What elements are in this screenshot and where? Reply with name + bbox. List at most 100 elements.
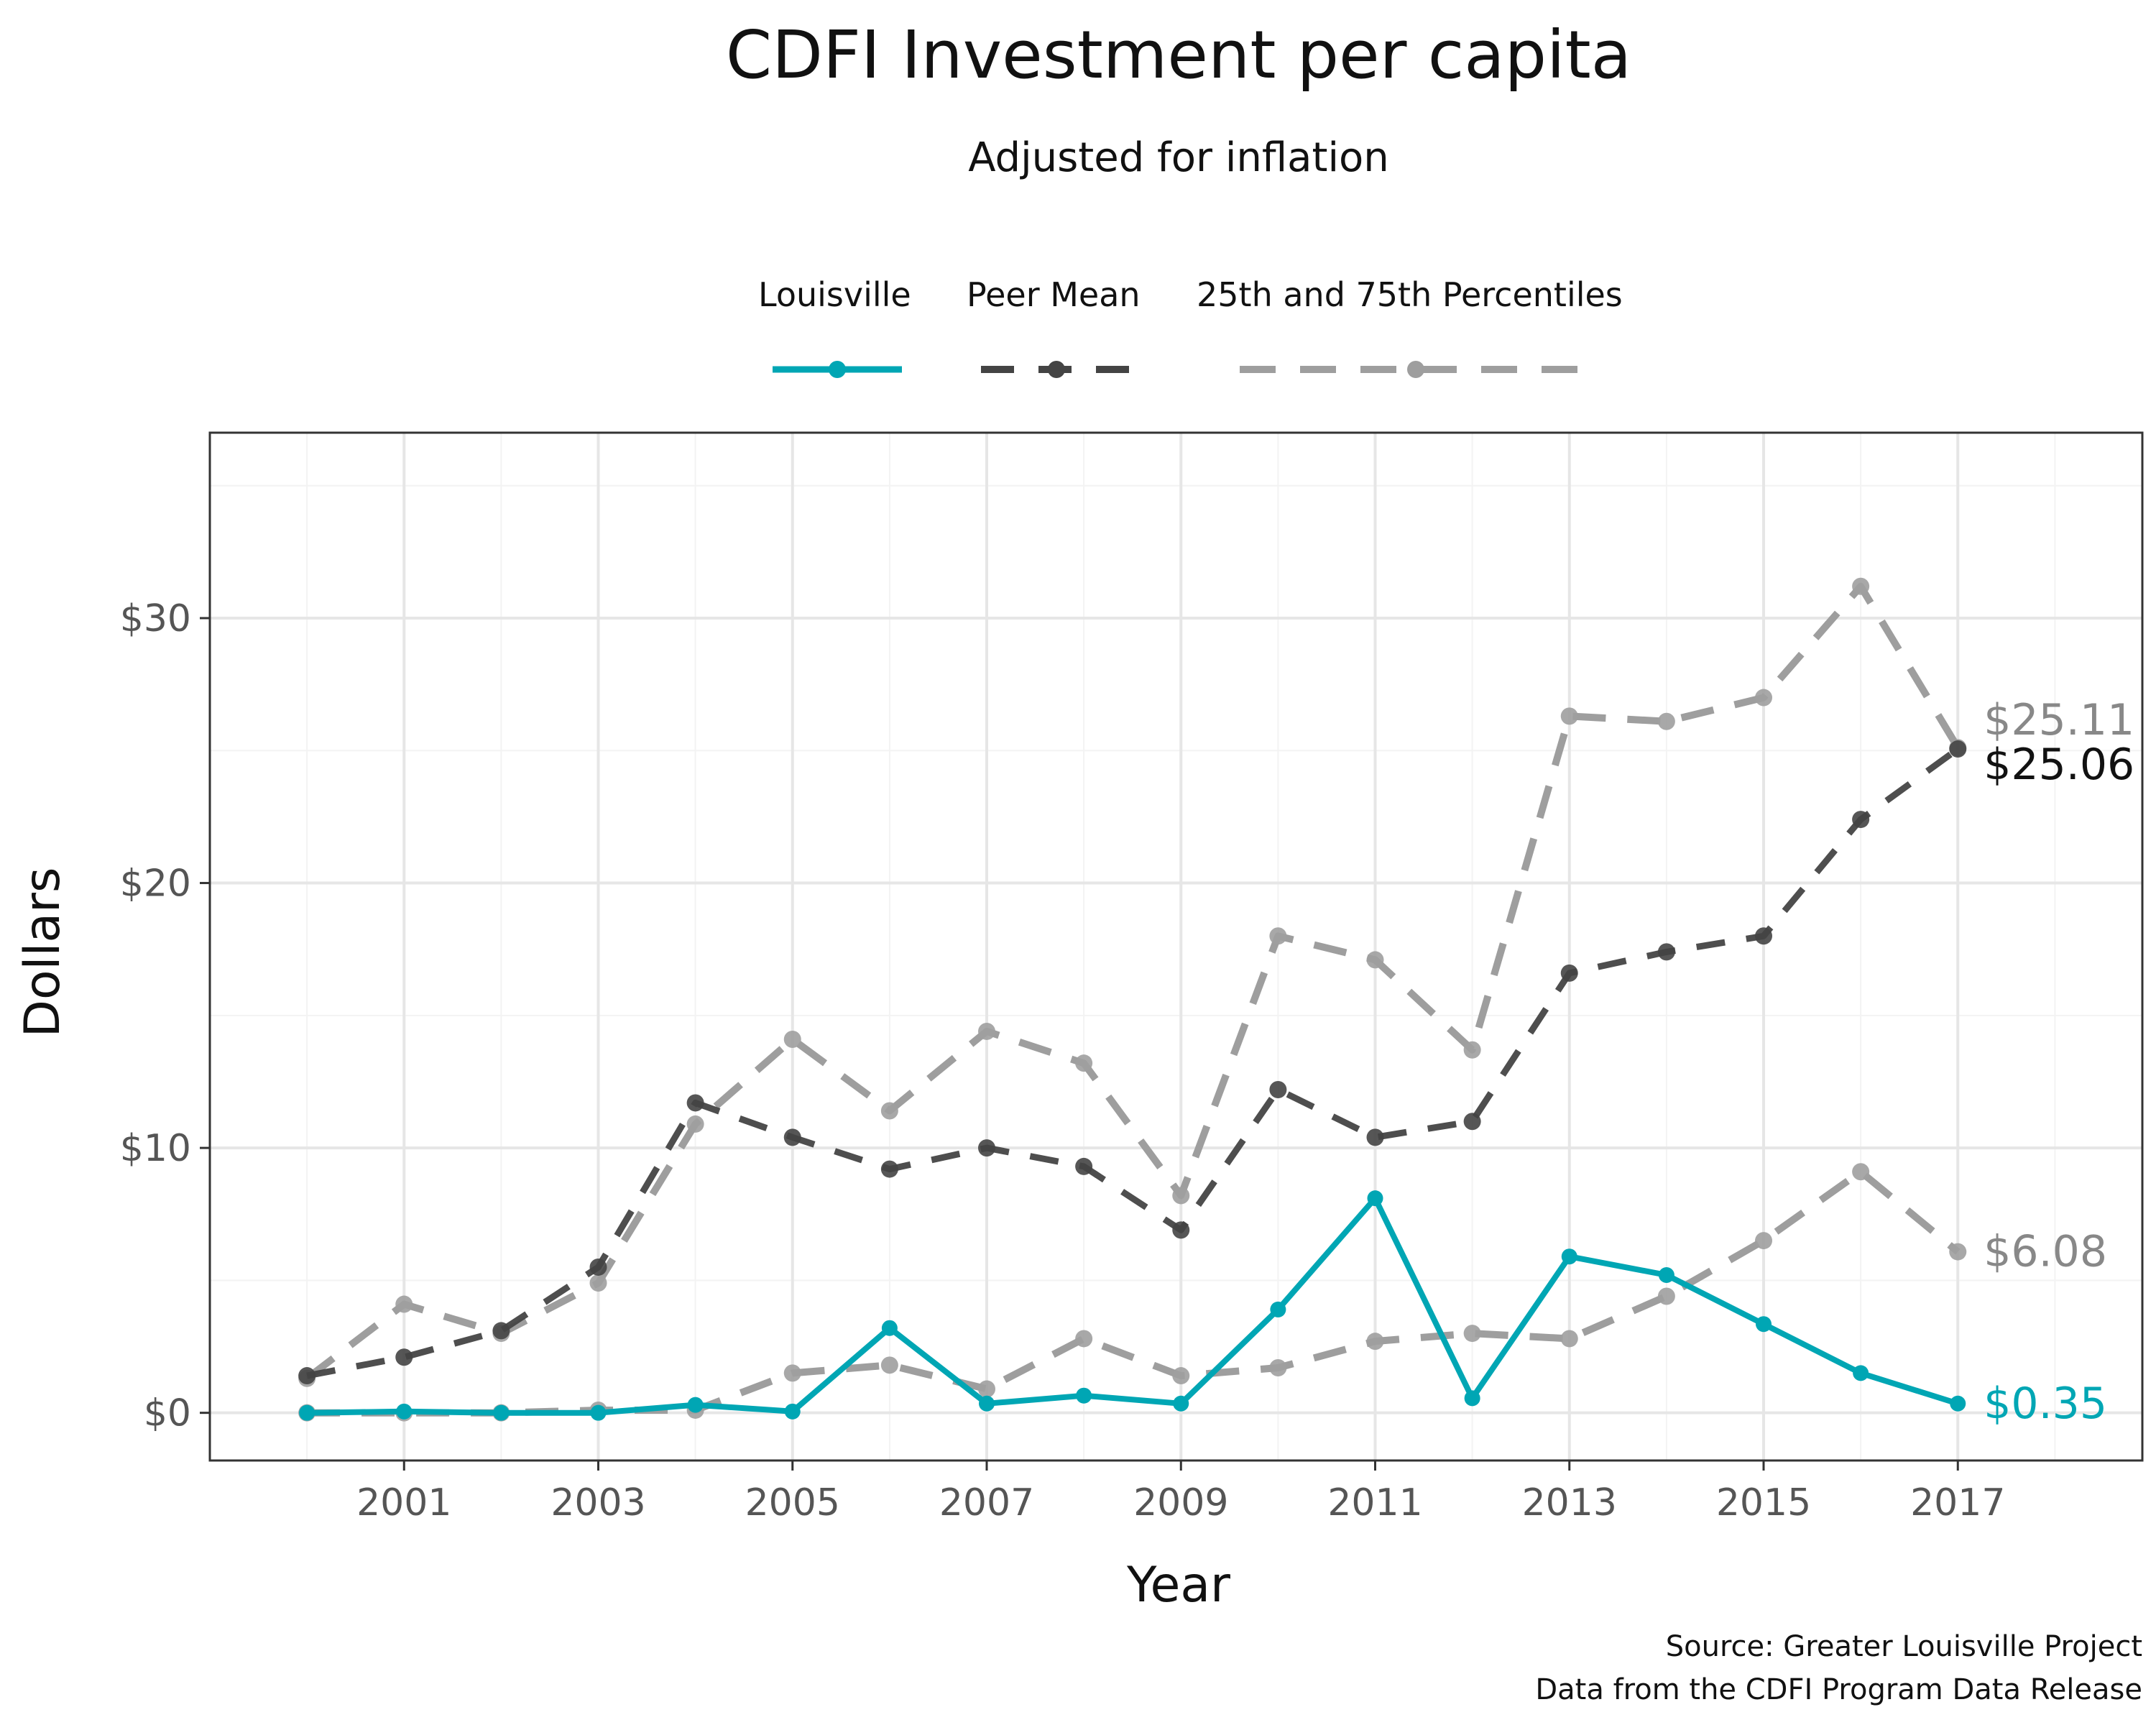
data-point-percentile-75 [1269, 927, 1287, 945]
x-tick-label: 2011 [1327, 1481, 1422, 1524]
data-point-percentile-75 [1366, 951, 1384, 969]
y-tick-label: $10 [120, 1127, 191, 1170]
data-point-main [590, 1404, 607, 1421]
data-point-percentile-25 [1075, 1330, 1093, 1348]
x-tick-label: 2015 [1716, 1481, 1811, 1524]
data-point-main [493, 1404, 510, 1421]
data-point-mean [395, 1348, 413, 1366]
data-point-mean [880, 1160, 898, 1178]
data-point-main [1756, 1316, 1772, 1333]
data-point-main [1367, 1190, 1383, 1207]
data-point-percentile-75 [978, 1022, 996, 1040]
data-point-percentile-75 [1852, 577, 1870, 595]
data-point-percentile-75 [1172, 1187, 1190, 1205]
data-point-percentile-75 [1075, 1054, 1093, 1072]
legend: Louisville Peer Mean 25th and 75th Percent… [758, 275, 1623, 378]
major-grid [210, 433, 2142, 1460]
data-point-main [784, 1403, 801, 1420]
data-point-percentile-25 [1657, 1287, 1675, 1305]
data-point-mean [1560, 964, 1578, 982]
data-point-mean [1172, 1221, 1190, 1239]
series-mean [298, 740, 1967, 1385]
data-point-mean [1949, 740, 1967, 758]
chart-title: CDFI Investment per capita [726, 17, 1631, 93]
end-label-percentile-25: $6.08 [1984, 1227, 2107, 1277]
x-axis-title: Year [1126, 1557, 1230, 1614]
x-tick-label: 2003 [550, 1481, 645, 1524]
data-point-percentile-75 [880, 1102, 898, 1120]
data-point-percentile-75 [1657, 712, 1675, 730]
data-point-main [1561, 1248, 1577, 1265]
data-point-percentile-75 [1560, 707, 1578, 725]
data-point-percentile-25 [1172, 1367, 1190, 1385]
data-point-percentile-75 [783, 1030, 801, 1048]
x-tick-label: 2017 [1910, 1481, 2005, 1524]
data-point-percentile-75 [686, 1115, 704, 1133]
data-point-percentile-25 [1463, 1325, 1481, 1343]
data-point-main [1270, 1301, 1286, 1317]
data-point-mean [978, 1139, 996, 1157]
data-point-main [881, 1320, 898, 1336]
data-point-mean [783, 1128, 801, 1146]
data-point-percentile-25 [978, 1380, 996, 1398]
data-point-main [979, 1395, 995, 1412]
x-tick-label: 2009 [1133, 1481, 1228, 1524]
data-point-mean [1463, 1113, 1481, 1131]
end-label-mean: $25.06 [1984, 740, 2134, 790]
data-point-main [299, 1404, 315, 1421]
series-main [299, 1190, 1966, 1421]
data-point-mean [1657, 943, 1675, 961]
legend-item: 25th and 75th Percentiles [1197, 275, 1623, 378]
data-point-percentile-25 [1755, 1232, 1773, 1250]
legend-item: Peer Mean [967, 275, 1141, 378]
axes: 2001 2003 2005 2007 2009 2011 2013 2015 2017 $0 $1… [120, 597, 2006, 1524]
end-label-percentile-75: $25.11 [1984, 695, 2134, 745]
x-tick-label: 2013 [1522, 1481, 1617, 1524]
data-point-mean [1755, 927, 1773, 945]
data-point-mean [686, 1094, 704, 1112]
data-point-main [1464, 1390, 1480, 1407]
series-line-percentile-75 [305, 582, 1961, 1381]
legend-item: Louisville [758, 275, 911, 378]
caption: Source: Greater Louisville Project Data f… [1535, 1630, 2142, 1706]
data-point-main [687, 1397, 704, 1413]
caption-line: Source: Greater Louisville Project [1666, 1630, 2142, 1663]
data-point-main [396, 1403, 413, 1420]
legend-label: Louisville [758, 275, 911, 314]
data-point-main [1950, 1395, 1966, 1412]
data-point-percentile-25 [1560, 1330, 1578, 1348]
data-point-percentile-75 [395, 1295, 413, 1313]
data-point-percentile-75 [589, 1274, 607, 1292]
plot-border [208, 431, 2144, 1462]
series-line-mean [306, 746, 1960, 1379]
data-point-main [1658, 1267, 1674, 1284]
data-point-percentile-25 [1949, 1243, 1967, 1261]
x-tick-label: 2005 [745, 1481, 840, 1524]
x-tick-label: 2007 [939, 1481, 1034, 1524]
data-point-percentile-25 [1852, 1163, 1870, 1181]
plot-background [210, 433, 2142, 1460]
data-point-percentile-75 [1463, 1041, 1481, 1059]
data-point-mean [298, 1367, 316, 1385]
data-point-mean [1852, 811, 1870, 829]
series-line-main [307, 1195, 1959, 1416]
chart-subtitle: Adjusted for inflation [968, 134, 1389, 181]
data-point-mean [589, 1258, 607, 1276]
data-point-main [1853, 1365, 1869, 1381]
data-point-mean [1075, 1157, 1093, 1175]
end-label-main: $0.35 [1984, 1379, 2107, 1429]
legend-key-point [1407, 361, 1424, 378]
y-tick-label: $0 [144, 1392, 191, 1435]
data-point-percentile-25 [783, 1364, 801, 1382]
data-point-main [1173, 1395, 1189, 1412]
data-point-main [1076, 1387, 1092, 1404]
y-tick-label: $30 [120, 597, 191, 640]
y-axis-title: Dollars [14, 868, 71, 1038]
data-point-percentile-25 [880, 1356, 898, 1374]
caption-line: Data from the CDFI Program Data Release [1535, 1673, 2142, 1706]
x-tick-label: 2001 [356, 1481, 451, 1524]
data-point-mean [1366, 1128, 1384, 1146]
